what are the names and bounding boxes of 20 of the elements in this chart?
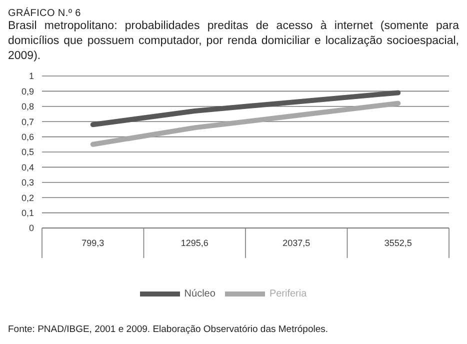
y-tick-label: 0,8 [21, 102, 34, 112]
source-note: Fonte: PNAD/IBGE, 2001 e 2009. Elaboração Observatório das Metrópoles. [8, 324, 330, 335]
y-tick-label: 0,4 [21, 162, 34, 172]
chart-subtitle: Brasil metropolitano: probabilidades preditas de acesso à internet (somente para domicílios que possuem computador, por renda domiciliar e localização socioespacial, 2009). [8, 19, 459, 64]
y-tick-label: 0,9 [21, 86, 34, 96]
x-tick-label: 3552,5 [384, 238, 412, 248]
chart-title: GRÁFICO N.º 6 [8, 8, 82, 19]
x-tick-label: 799,3 [82, 238, 104, 248]
y-tick-label: 1 [28, 71, 34, 82]
y-tick-label: 0,6 [21, 132, 34, 142]
legend-label: Periferia [269, 288, 307, 300]
y-tick-label: 0,3 [21, 178, 34, 188]
y-tick-label: 0,7 [21, 116, 34, 127]
x-tick-label: 1295,6 [180, 238, 208, 248]
y-tick-label: 0,5 [21, 147, 34, 158]
y-tick-label: 0 [28, 223, 34, 234]
x-tick-label: 2037,5 [282, 238, 310, 248]
legend-label: Núcleo [184, 288, 216, 300]
y-tick-label: 0,1 [21, 208, 34, 218]
y-tick-label: 0,2 [21, 192, 34, 203]
